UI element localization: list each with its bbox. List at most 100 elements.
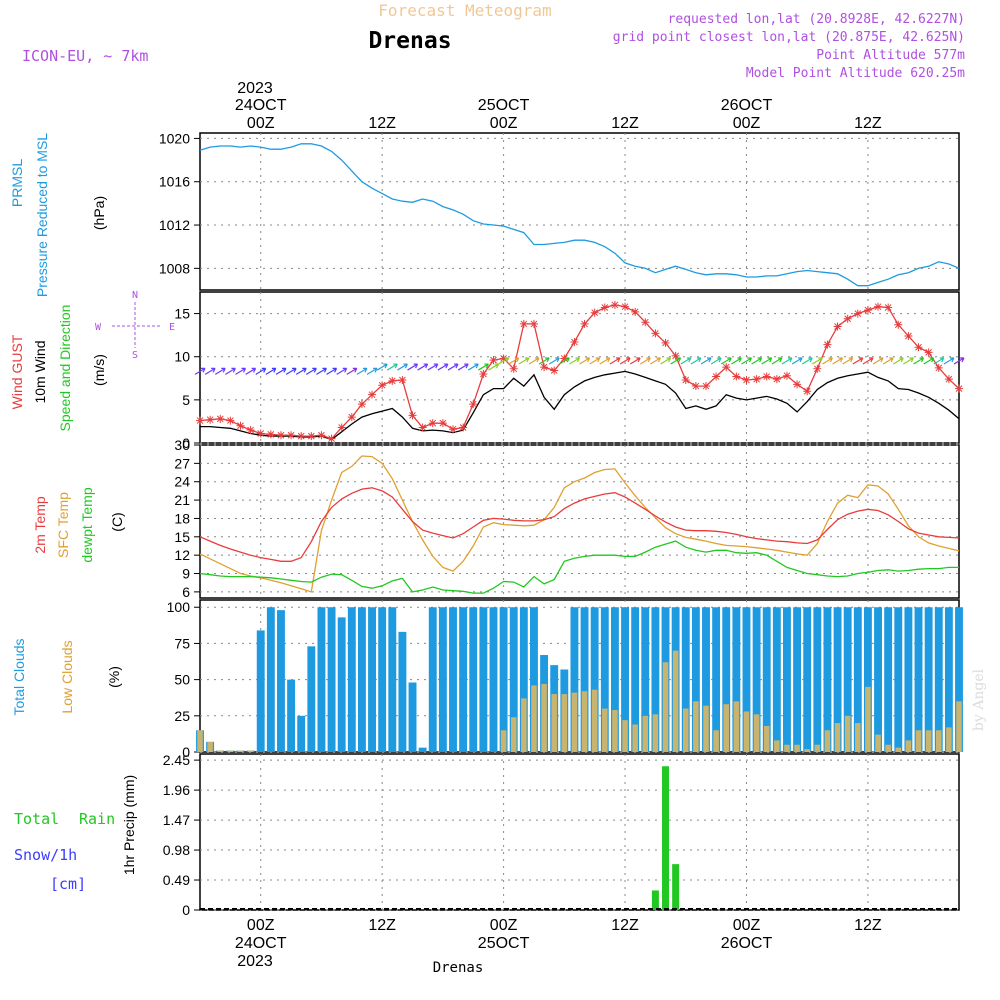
y-tick-label: 6 xyxy=(182,584,190,600)
wind-direction-arrow xyxy=(791,357,803,365)
sfc-label: SFC Temp xyxy=(55,492,71,558)
y-tick-label: 50 xyxy=(174,672,190,688)
gust-marker xyxy=(732,372,741,381)
wind-direction-arrow xyxy=(235,367,247,375)
compass-e: E xyxy=(169,322,175,333)
low-cloud-bar xyxy=(915,730,922,752)
low-cloud-bar xyxy=(733,701,740,752)
wind-direction-arrow xyxy=(579,357,591,365)
gust-marker xyxy=(570,338,579,347)
low-cloud-bar xyxy=(693,701,699,752)
wind-direction-arrow xyxy=(953,357,965,365)
wind-direction-arrow xyxy=(467,363,479,371)
gust-marker xyxy=(357,400,366,409)
total-cloud-bar xyxy=(580,607,589,752)
total-cloud-bar xyxy=(489,607,498,752)
gust-marker xyxy=(226,416,235,425)
point-altitude: Point Altitude 577m xyxy=(816,48,965,63)
wind-direction-arrow xyxy=(751,357,763,365)
gust-marker xyxy=(368,390,377,399)
bottom-date-label: 24OCT xyxy=(235,935,287,952)
gust-marker xyxy=(327,434,336,443)
total-cloud-bar xyxy=(651,607,660,752)
total-cloud-bar xyxy=(449,607,457,752)
wind-direction-arrow xyxy=(872,357,884,365)
precip-bar xyxy=(651,890,659,910)
total-cloud-bar xyxy=(327,607,336,752)
total-cloud-bar xyxy=(681,607,690,752)
wind-direction-arrow xyxy=(326,367,338,375)
gust-marker xyxy=(287,431,296,440)
low-cloud-bar xyxy=(652,714,659,752)
low-cloud-bar xyxy=(865,686,871,752)
wind-direction-arrow xyxy=(933,357,945,365)
gust-marker xyxy=(529,319,538,328)
wind-direction-arrow xyxy=(478,363,489,371)
wind-direction-arrow xyxy=(376,363,388,371)
gust-marker xyxy=(955,384,963,393)
gust-marker xyxy=(428,419,437,428)
low-cloud-bar xyxy=(591,689,598,752)
total-cloud-bar xyxy=(388,607,397,752)
low-cloud-bar xyxy=(723,704,730,752)
gust-marker xyxy=(479,369,488,378)
low-cloud-bar xyxy=(622,720,628,752)
wind-direction-arrow xyxy=(822,357,833,365)
top-date-label: 24OCT xyxy=(235,97,287,114)
y-tick-label: 15 xyxy=(174,306,190,322)
gust-marker xyxy=(793,380,802,389)
wind-direction-arrow xyxy=(356,367,368,375)
wind-direction-arrow xyxy=(265,367,277,375)
gust-marker xyxy=(398,376,407,385)
total-cloud-bar xyxy=(691,607,700,752)
gust-marker xyxy=(742,376,751,385)
wind-direction-arrow xyxy=(417,363,429,371)
bottom-date-label: 25OCT xyxy=(478,935,530,952)
wind-direction-arrow xyxy=(214,367,226,375)
sfc-temp-line xyxy=(199,455,960,593)
wind-direction-arrow xyxy=(528,357,540,365)
gust-marker xyxy=(499,354,508,363)
bottom-time-axis: 00Z 12Z 00Z 12Z 00Z 12Z 24OCT 25OCT 26OCT xyxy=(235,917,882,952)
compass-s: S xyxy=(132,350,138,361)
location-title: Drenas xyxy=(368,28,451,54)
low-cloud-bar xyxy=(632,724,638,752)
wind-direction-arrow xyxy=(245,367,257,375)
wind-direction-arrow xyxy=(548,357,560,365)
total-cloud-bar xyxy=(813,607,822,752)
top-time-axis: 00Z 12Z 00Z 12Z 00Z 12Z 24OCT 25OCT 26OCT xyxy=(235,97,882,132)
y-tick-label: 0 xyxy=(182,435,190,451)
wind-direction-arrow xyxy=(923,357,935,365)
gust-marker xyxy=(712,372,721,381)
gust-label: Wind GUST xyxy=(9,334,25,409)
wind-direction-arrow xyxy=(862,357,874,365)
wind-direction-arrow xyxy=(812,357,823,365)
y-tick-label: 1016 xyxy=(159,174,190,190)
total-cloud-bar xyxy=(843,607,852,752)
bottom-tick-label: 00Z xyxy=(247,917,275,934)
gust-marker xyxy=(621,302,630,311)
wind-direction-arrow xyxy=(498,357,510,365)
wind-direction-arrow xyxy=(943,357,955,365)
panel-frame xyxy=(199,132,960,291)
wind-direction-arrow xyxy=(639,357,651,365)
gust-marker xyxy=(924,348,933,357)
low-cloud-bar xyxy=(551,694,557,752)
dew-label: dewpt Temp xyxy=(79,487,95,562)
gust-marker xyxy=(469,400,478,409)
y-tick-label: 10 xyxy=(174,349,190,365)
wind-direction-arrow xyxy=(407,363,419,371)
total-cloud-bar xyxy=(418,747,427,752)
total-cloud-bar xyxy=(347,607,356,752)
bottom-year: 2023 xyxy=(237,953,273,970)
y-tick-label: 27 xyxy=(174,455,190,471)
gust-marker xyxy=(894,320,903,329)
low-cloud-bar xyxy=(682,708,689,752)
total-cloud-bar xyxy=(499,607,508,752)
total-cloud-bar xyxy=(378,607,387,752)
t2m-line xyxy=(199,487,960,562)
wind-direction-arrow xyxy=(913,357,925,365)
total-cloud-bar xyxy=(307,646,316,752)
low-clouds-label: Low Clouds xyxy=(59,640,75,713)
wind-direction-arrow xyxy=(275,367,287,375)
